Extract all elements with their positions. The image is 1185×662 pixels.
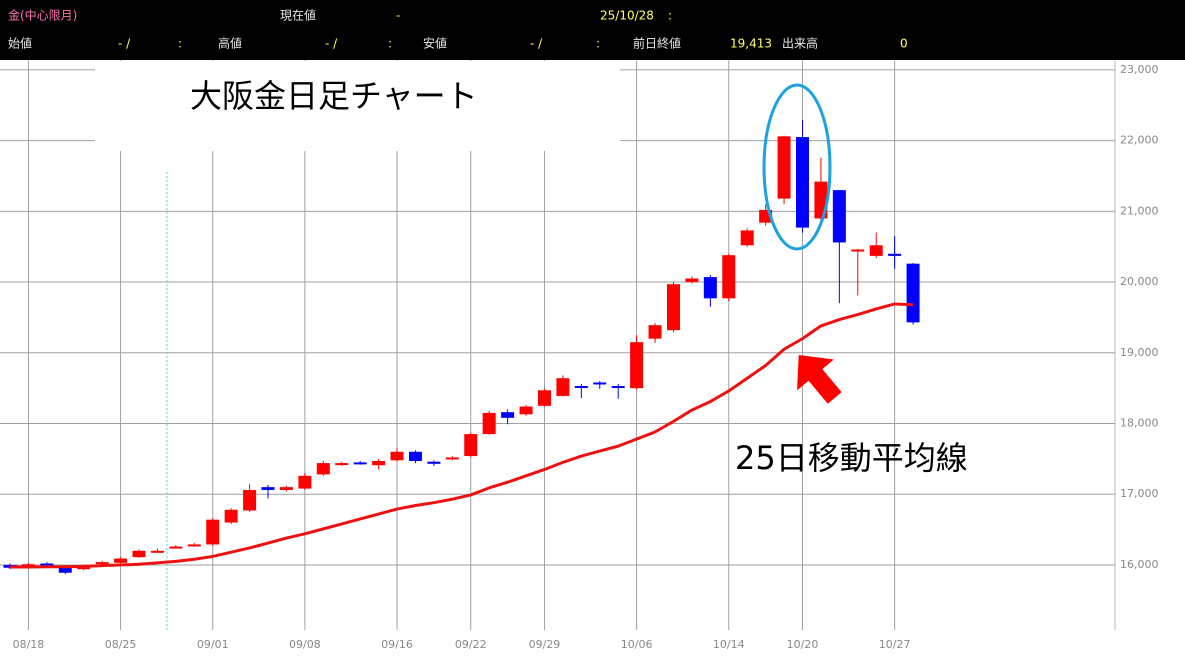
candle-body <box>408 451 422 461</box>
candle-body <box>795 137 809 228</box>
y-tick-label: 23,000 <box>1120 63 1159 76</box>
x-tick-label: 08/25 <box>105 638 137 651</box>
candle-body <box>132 550 146 558</box>
value: : <box>388 37 392 51</box>
y-tick-label: 16,000 <box>1120 558 1159 571</box>
label: 安値 <box>423 36 447 51</box>
value: - / <box>530 37 543 51</box>
candle-body <box>445 457 459 460</box>
candle-body <box>630 342 644 389</box>
candle-body <box>556 378 570 396</box>
label: 高値 <box>218 36 242 51</box>
marks <box>3 120 920 575</box>
candle-body <box>40 563 54 566</box>
candle-body <box>648 325 662 339</box>
candle-body <box>261 487 275 490</box>
x-tick-label: 10/27 <box>879 638 911 651</box>
x-tick-label: 09/29 <box>529 638 561 651</box>
candle-body <box>427 461 441 464</box>
candle-body <box>777 136 791 199</box>
arrow <box>797 355 842 404</box>
candle-body <box>888 253 902 256</box>
candle-body <box>243 489 257 511</box>
highlight-ellipse <box>762 83 832 251</box>
ma-label: 25日移動平均線 <box>735 439 968 477</box>
candle-body <box>851 249 865 252</box>
x-tick-label: 09/16 <box>381 638 413 651</box>
candle-body <box>666 284 680 331</box>
value: - / <box>325 37 338 51</box>
x-tick-label: 10/06 <box>621 638 653 651</box>
candle-body <box>298 475 312 489</box>
value: 25/10/28 <box>600 9 654 23</box>
value: : <box>596 37 600 51</box>
y-tick-label: 19,000 <box>1120 346 1159 359</box>
chart-title: 大阪金日足チャート <box>190 77 478 115</box>
candle-body <box>906 263 920 323</box>
value: 0 <box>900 37 908 51</box>
title-box <box>95 61 620 151</box>
candle-body <box>224 509 238 523</box>
value: : <box>178 37 182 51</box>
instrument: 金(中心限月) <box>8 8 77 23</box>
label: 始値 <box>8 36 32 51</box>
candle-body <box>390 451 404 461</box>
candle-body <box>519 406 533 415</box>
value: - <box>396 9 400 23</box>
x-tick-label: 10/14 <box>713 638 745 651</box>
candle-body <box>685 278 699 283</box>
x-tick-label: 09/01 <box>197 638 229 651</box>
y-tick-label: 22,000 <box>1120 134 1159 147</box>
candle-body <box>832 190 846 243</box>
y-tick-label: 20,000 <box>1120 275 1159 288</box>
label: 出来高 <box>782 36 818 51</box>
header-bar <box>0 0 1185 60</box>
candle-body <box>703 277 717 299</box>
label: 前日終値 <box>633 36 681 51</box>
candle-body <box>21 564 35 567</box>
x-tick-label: 08/18 <box>13 638 45 651</box>
candle-body <box>740 230 754 246</box>
y-tick-label: 21,000 <box>1120 204 1159 217</box>
candle-body <box>593 382 607 385</box>
value: : <box>668 9 672 23</box>
candle-body <box>169 546 183 549</box>
y-tick-label: 17,000 <box>1120 487 1159 500</box>
candle-body <box>150 550 164 553</box>
candle-body <box>464 434 478 457</box>
moving-average <box>10 302 914 569</box>
x-tick-label: 10/20 <box>787 638 819 651</box>
candle-body <box>482 412 496 435</box>
x-tick-label: 09/08 <box>289 638 321 651</box>
candle-body <box>611 386 625 389</box>
candle-body <box>574 386 588 389</box>
candle-body <box>58 567 72 573</box>
candle-body <box>869 245 883 256</box>
value: - / <box>118 37 131 51</box>
candle-body <box>722 255 736 299</box>
candle-body <box>537 390 551 406</box>
candle-body <box>372 460 386 466</box>
candle-body <box>206 519 220 545</box>
candle-body <box>353 462 367 465</box>
candle-body <box>316 463 330 475</box>
candle-body <box>114 558 128 563</box>
candle-body <box>187 544 201 547</box>
value: 19,413 <box>730 37 772 51</box>
label: 現在値 <box>280 8 316 23</box>
candle-body <box>279 487 293 490</box>
candle-body <box>95 562 109 565</box>
y-tick-label: 18,000 <box>1120 416 1159 429</box>
candle-body <box>335 463 349 466</box>
candle-body <box>501 412 515 418</box>
x-tick-label: 09/22 <box>455 638 487 651</box>
